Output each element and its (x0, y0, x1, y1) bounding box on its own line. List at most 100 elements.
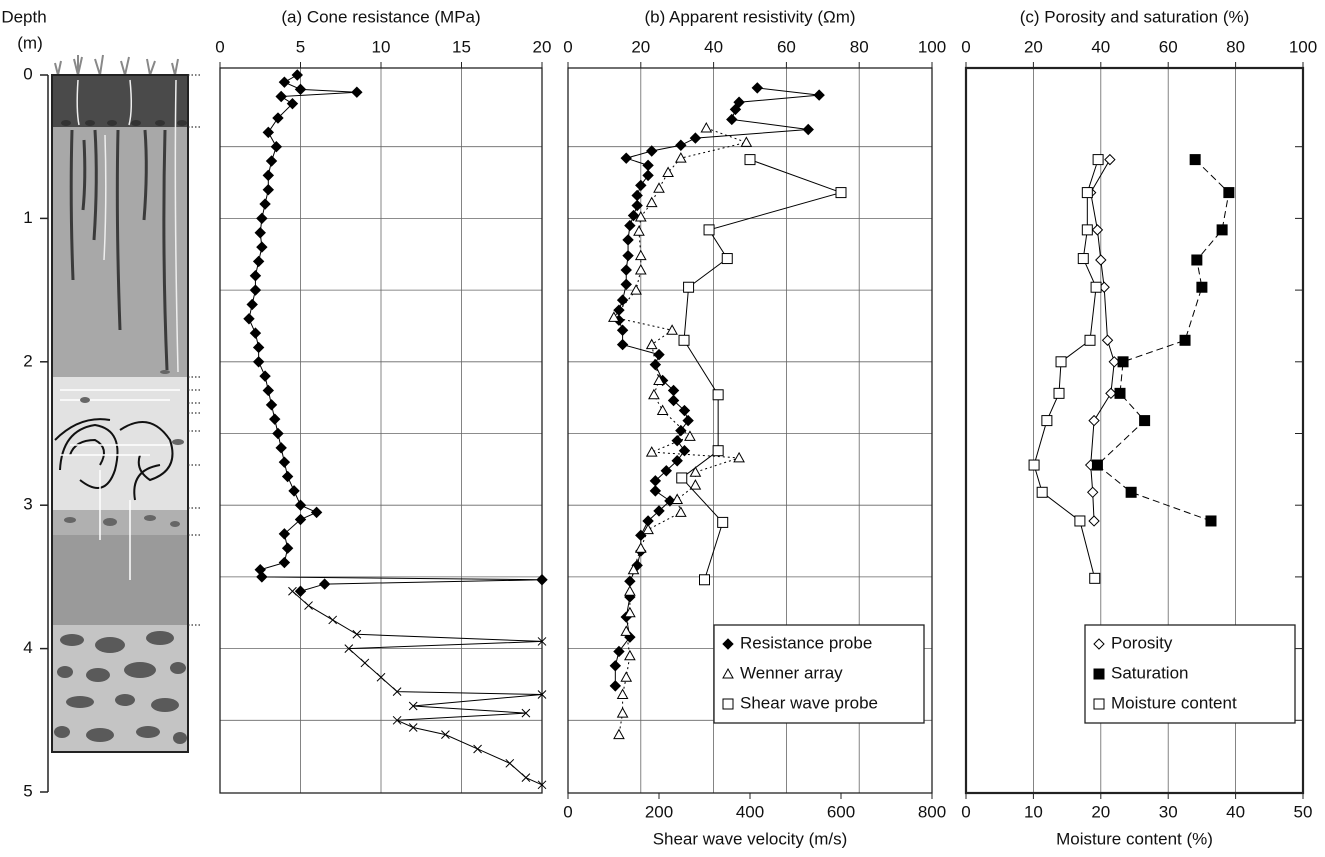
marker-diamond (660, 465, 672, 477)
marker-triangle (616, 688, 629, 699)
marker-diamond (265, 399, 278, 411)
marker-diamond (278, 76, 291, 88)
marker-square (712, 389, 724, 401)
marker-diamond (318, 578, 331, 590)
legend-label: Moisture content (1111, 693, 1237, 712)
x-tick-label: 60 (777, 37, 796, 56)
marker-cross (392, 687, 402, 696)
chart-title: (a) Cone resistance (MPa) (281, 7, 480, 26)
marker-square (1205, 515, 1217, 527)
depth-axis-title: Depth (1, 7, 46, 26)
x2-axis-title: Shear wave velocity (m/s) (653, 829, 848, 848)
marker-square (717, 516, 729, 528)
marker-triangle (662, 166, 674, 178)
marker-triangle (616, 707, 629, 718)
marker-square (1114, 387, 1126, 399)
marker-triangle (627, 563, 640, 575)
x2-axis-title: Moisture content (%) (1056, 829, 1213, 848)
marker-diamond (678, 445, 691, 457)
marker-diamond (249, 270, 262, 282)
marker-diamond (278, 528, 291, 540)
marker-diamond (609, 680, 622, 692)
marker-cross (392, 715, 402, 725)
marker-diamond (726, 113, 738, 126)
marker-square (1081, 224, 1093, 236)
marker-cross (537, 637, 547, 646)
marker-triangle (645, 338, 658, 350)
x-tick-label: 10 (372, 37, 391, 56)
marker-diamond (622, 234, 634, 246)
marker-square (1196, 281, 1208, 293)
marker-triangle (666, 324, 678, 335)
x-tick-label: 100 (1289, 37, 1317, 56)
legend-label: Porosity (1111, 633, 1173, 652)
marker-diamond (281, 542, 294, 554)
marker-diamond (272, 427, 284, 440)
x2-tick-label: 400 (736, 802, 764, 821)
marker-square (1139, 415, 1151, 427)
x-tick-label: 40 (1091, 37, 1110, 56)
marker-diamond (256, 241, 268, 253)
marker-diamond (262, 126, 275, 139)
marker-triangle (608, 311, 620, 322)
marker-diamond (635, 179, 647, 192)
x-tick-label: 40 (704, 37, 723, 56)
marker-square (699, 574, 710, 586)
series-line (612, 127, 749, 735)
x2-tick-label: 600 (827, 802, 855, 821)
marker-cross (360, 658, 370, 668)
marker-square (1089, 572, 1101, 584)
marker-triangle (620, 625, 633, 636)
marker-diamond (813, 89, 825, 101)
marker-triangle (648, 388, 660, 400)
marker-triangle (700, 122, 713, 133)
marker-cross (288, 586, 297, 596)
marker-diamond (620, 152, 632, 164)
marker-square (1216, 224, 1228, 236)
chart-title: (c) Porosity and saturation (%) (1020, 7, 1250, 26)
marker-diamond (1104, 153, 1116, 166)
x-tick-label: 0 (563, 37, 572, 56)
x-tick-label: 80 (1226, 37, 1245, 56)
x2-tick-label: 30 (1159, 802, 1178, 821)
plot-frame (567, 67, 933, 794)
marker-square (712, 445, 724, 457)
legend-label: Resistance probe (740, 633, 872, 652)
marker-diamond (1101, 334, 1114, 346)
legend-label: Wenner array (740, 663, 843, 682)
marker-triangle (689, 479, 702, 490)
marker-diamond (1088, 414, 1100, 427)
marker-diamond (689, 132, 702, 144)
x-tick-label: 80 (850, 37, 869, 56)
marker-triangle (671, 493, 684, 504)
legend-marker (1093, 698, 1105, 710)
x-tick-label: 60 (1159, 37, 1178, 56)
x2-tick-label: 200 (645, 802, 673, 821)
marker-square (1028, 459, 1040, 471)
marker-triangle (653, 374, 665, 385)
marker-diamond (351, 86, 363, 98)
marker-diamond (243, 313, 255, 325)
marker-diamond (259, 370, 271, 382)
depth-tick-label: 5 (23, 781, 32, 800)
marker-square (1091, 459, 1103, 471)
marker-cross (328, 615, 338, 625)
marker-diamond (671, 455, 683, 467)
marker-cross (505, 758, 515, 768)
plot-frame (964, 66, 1305, 795)
marker-triangle (634, 210, 647, 222)
marker-triangle (634, 249, 647, 261)
marker-cross (376, 672, 386, 682)
legend-box (1084, 624, 1296, 724)
marker-diamond (278, 556, 291, 569)
marker-diamond (262, 384, 275, 397)
plot-frame (219, 67, 543, 794)
marker-square (1090, 281, 1102, 293)
marker-square (1117, 356, 1129, 368)
marker-diamond (627, 209, 640, 222)
marker-cross (441, 730, 450, 739)
marker-diamond (252, 356, 265, 368)
x2-tick-label: 0 (961, 802, 970, 821)
marker-cross (304, 601, 313, 610)
